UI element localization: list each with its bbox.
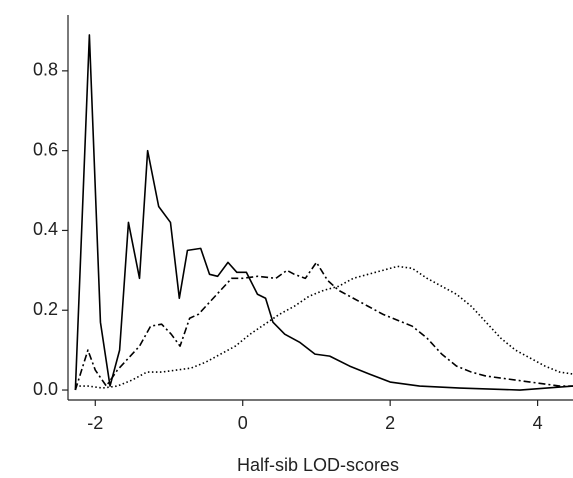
y-tick-label: 0.0 — [33, 379, 58, 399]
y-tick-label: 0.8 — [33, 60, 58, 80]
x-tick-label: 4 — [533, 413, 543, 433]
x-axis-label: Half-sib LOD-scores — [237, 455, 399, 475]
series-line — [74, 261, 573, 391]
x-tick-label: 0 — [238, 413, 248, 433]
x-tick-label: 2 — [385, 413, 395, 433]
y-tick-label: 0.2 — [33, 299, 58, 319]
series-line — [75, 265, 573, 389]
series-line — [74, 34, 573, 391]
x-tick-label: -2 — [87, 413, 103, 433]
y-tick-label: 0.4 — [33, 219, 58, 239]
y-tick-label: 0.6 — [33, 139, 58, 159]
